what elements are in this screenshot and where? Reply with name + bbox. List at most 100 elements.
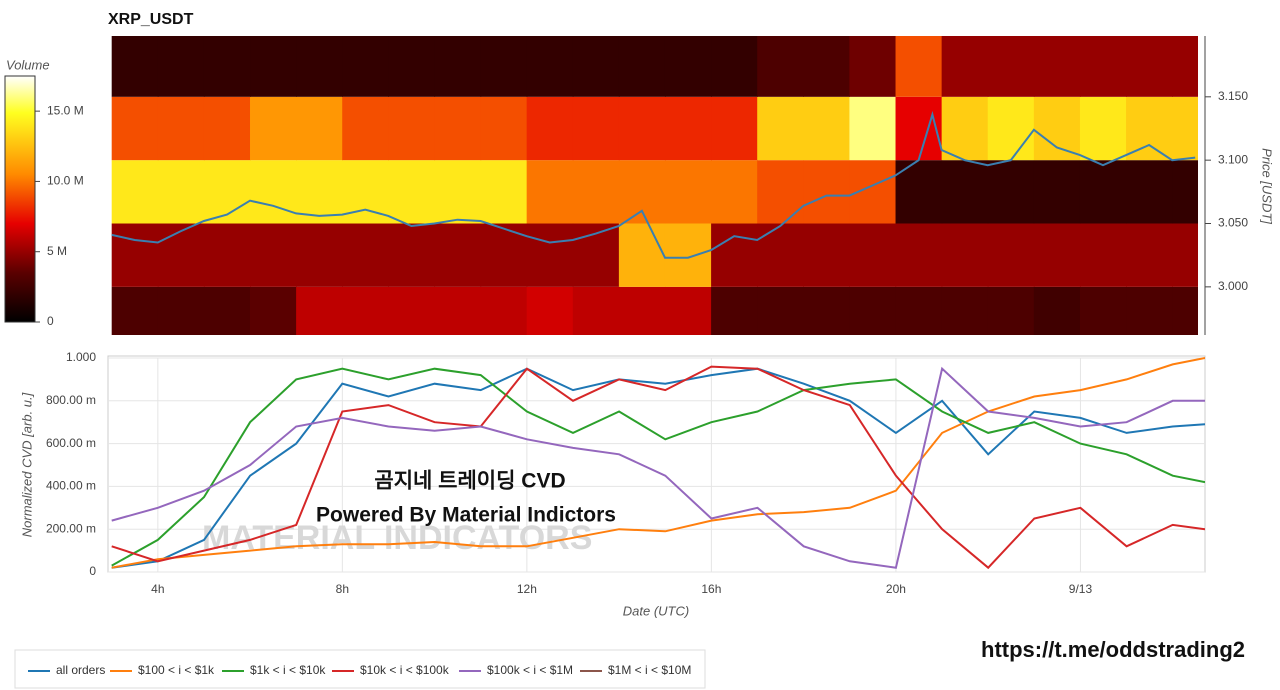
heatmap-cell xyxy=(1126,223,1173,287)
heatmap-cell xyxy=(941,96,989,161)
price-line xyxy=(111,110,1196,259)
heatmap-cell xyxy=(1126,36,1173,97)
colorbar-tick-label: 5 M xyxy=(47,244,67,258)
legend-label: $1M < i < $10M xyxy=(608,663,691,677)
heatmap-cell xyxy=(664,36,712,97)
heatmap-cell xyxy=(895,96,943,161)
heatmap-cell xyxy=(480,223,528,287)
heatmap-cell xyxy=(296,96,343,161)
y-tick-label: 0 xyxy=(89,564,96,578)
legend-label: $100k < i < $1M xyxy=(487,663,573,677)
heatmap-cell xyxy=(987,36,1035,97)
heatmap-cell xyxy=(111,36,159,97)
heatmap-cell xyxy=(849,223,897,287)
heatmap-cell xyxy=(157,36,205,97)
heatmap-cell xyxy=(941,36,989,97)
heatmap-cell xyxy=(618,160,666,224)
y-tick-label: 600.00 m xyxy=(46,436,96,450)
heatmap-cell xyxy=(434,160,482,224)
x-tick-label: 12h xyxy=(517,582,537,596)
heatmap-cell xyxy=(1172,286,1198,335)
heatmap-cell xyxy=(203,96,251,161)
heatmap-cell xyxy=(1033,286,1081,335)
heatmap-cell xyxy=(987,96,1035,161)
heatmap-cell xyxy=(296,36,343,97)
heatmap-cell xyxy=(480,96,528,161)
heatmap-cell xyxy=(572,96,620,161)
heatmap-cell xyxy=(388,96,436,161)
cvd-line xyxy=(111,357,1205,569)
heatmap-cell xyxy=(1172,36,1198,97)
heatmap-cell xyxy=(203,286,251,335)
heatmap-cell xyxy=(572,286,620,335)
heatmap-cell xyxy=(111,223,159,287)
heatmap-cell xyxy=(849,96,897,161)
heatmap-cell xyxy=(803,36,851,97)
annotation: Powered By Material Indictors xyxy=(316,504,616,527)
y-tick-label: 3.100 xyxy=(1218,152,1248,166)
heatmap-cell xyxy=(987,160,1035,224)
heatmap-cell xyxy=(388,36,436,97)
heatmap-cell xyxy=(203,160,251,224)
y-tick-label: 200.00 m xyxy=(46,521,96,535)
heatmap-cell xyxy=(526,160,574,224)
cvd-line xyxy=(111,365,1205,570)
heatmap-cell xyxy=(987,286,1035,335)
heatmap-cell xyxy=(1079,286,1127,335)
heatmap-cell xyxy=(526,286,574,335)
heatmap-cell xyxy=(895,286,943,335)
heatmap-cell xyxy=(1172,96,1198,161)
heatmap-cell xyxy=(664,160,712,224)
x-tick-label: 8h xyxy=(336,582,349,596)
heatmap-cell xyxy=(480,36,528,97)
colorbar-tick-label: 10.0 M xyxy=(47,174,84,188)
heatmap-cell xyxy=(157,223,205,287)
legend-label: all orders xyxy=(56,663,105,677)
heatmap-cell xyxy=(250,223,297,287)
heatmap-cell xyxy=(1079,96,1127,161)
heatmap-cell xyxy=(757,160,804,224)
heatmap-cell xyxy=(434,223,482,287)
legend-label: $100 < i < $1k xyxy=(138,663,215,677)
heatmap-cell xyxy=(618,36,666,97)
footer-link: https://t.me/oddstrading2 xyxy=(981,637,1245,662)
heatmap-cell xyxy=(711,160,758,224)
heatmap-cell xyxy=(941,223,989,287)
heatmap-cell xyxy=(342,286,389,335)
heatmap-cell xyxy=(203,223,251,287)
x-tick-label: 20h xyxy=(886,582,906,596)
heatmap-cell xyxy=(1079,223,1127,287)
heatmap-cell xyxy=(342,36,389,97)
heatmap-cell xyxy=(941,160,989,224)
heatmap-cell xyxy=(895,36,943,97)
heatmap-cell xyxy=(895,223,943,287)
heatmap-cell xyxy=(1033,223,1081,287)
heatmap-cell xyxy=(434,36,482,97)
heatmap-cell xyxy=(480,160,528,224)
heatmap-cell xyxy=(250,36,297,97)
heatmap-cell xyxy=(296,286,343,335)
heatmap-cell xyxy=(757,96,804,161)
colorbar-title: Volume xyxy=(6,57,50,72)
heatmap-cell xyxy=(572,160,620,224)
x-tick-label: 4h xyxy=(151,582,164,596)
heatmap-cell xyxy=(711,36,758,97)
heatmap-cell xyxy=(849,36,897,97)
heatmap-cell xyxy=(618,223,666,287)
x-axis-title: Date (UTC) xyxy=(623,603,689,618)
y-axis-title: Price [USDT] xyxy=(1260,148,1275,224)
heatmap-cell xyxy=(987,223,1035,287)
heatmap-cell xyxy=(803,286,851,335)
heatmap-cell xyxy=(664,286,712,335)
heatmap-cell xyxy=(480,286,528,335)
y-tick-label: 800.00 m xyxy=(46,393,96,407)
heatmap-cell xyxy=(111,286,159,335)
heatmap-cell xyxy=(1079,160,1127,224)
heatmap-cell xyxy=(526,96,574,161)
colorbar-tick-label: 15.0 M xyxy=(47,103,84,117)
series-lines xyxy=(111,357,1205,570)
heatmap-cell xyxy=(1126,160,1173,224)
watermark: MATERIAL INDICATORS xyxy=(202,519,592,557)
heatmap-cell xyxy=(434,96,482,161)
heatmap-cell xyxy=(1126,96,1173,161)
